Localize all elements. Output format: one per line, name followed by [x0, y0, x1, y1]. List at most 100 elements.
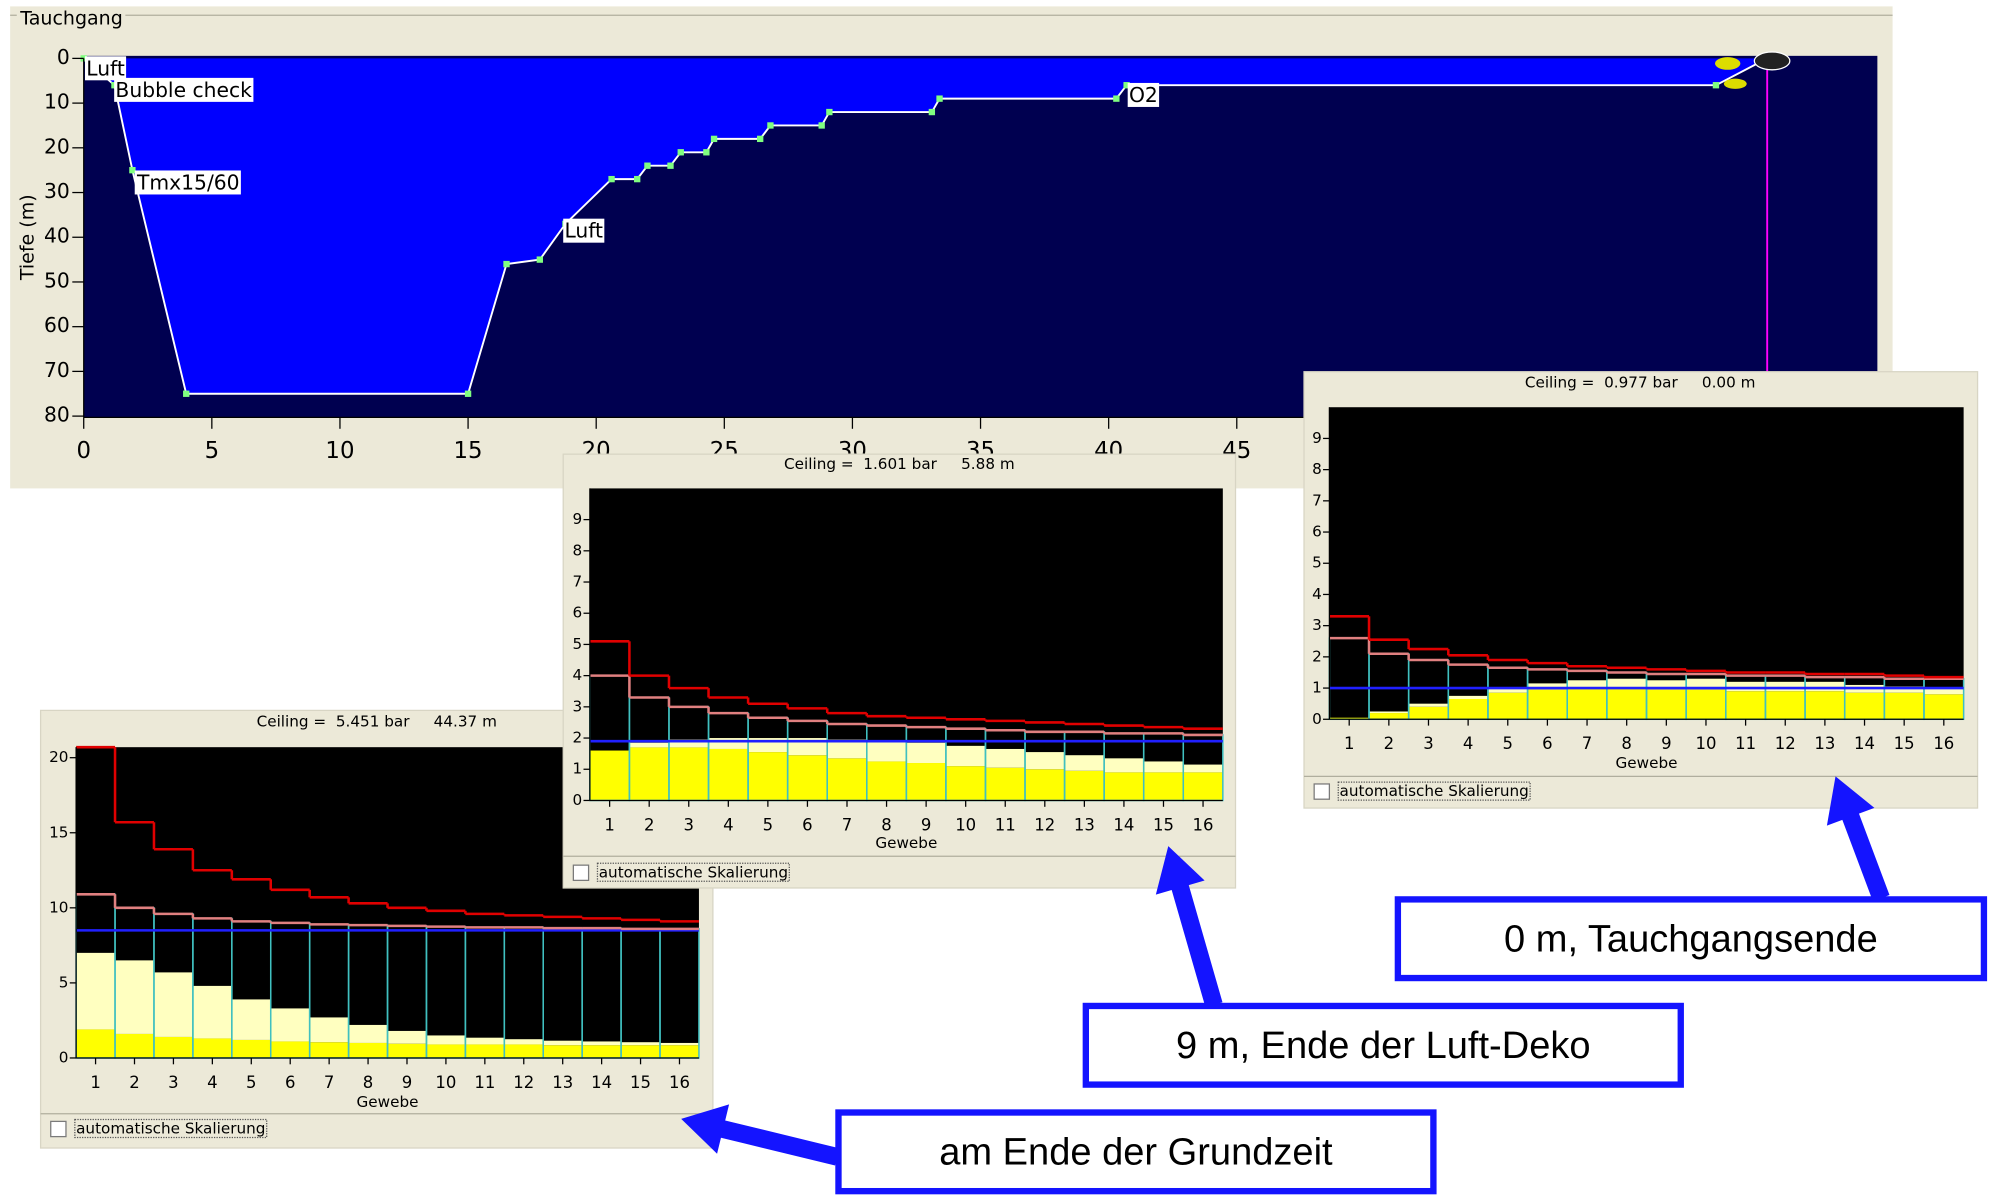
tissue-segment	[348, 1042, 388, 1058]
x-tick-label: 10	[1695, 734, 1716, 753]
callout-text: 9 m, Ende der Luft-Deko	[1176, 1025, 1591, 1067]
tissue-segment	[387, 1030, 427, 1044]
panel-title-background	[16, 7, 126, 30]
panel-title: Tauchgang	[19, 8, 123, 30]
y-tick-label: 0	[57, 45, 70, 69]
x-tick-label: 11	[995, 815, 1016, 834]
tissue-segment	[621, 1045, 661, 1058]
y-tick-label: 0	[59, 1048, 69, 1066]
tissue-segment	[1765, 681, 1806, 692]
x-tick-label: 3	[168, 1073, 179, 1092]
waypoint-label-background	[563, 218, 605, 243]
tissue-segment	[1025, 769, 1065, 801]
waypoint-marker	[608, 175, 615, 183]
waypoint-marker	[464, 390, 472, 397]
x-tick-label: 15	[1153, 815, 1174, 834]
y-tick-label: 50	[44, 268, 70, 292]
y-tick-label: 5	[573, 635, 583, 653]
checkbox-label[interactable]: automatische Skalierung	[76, 1119, 265, 1137]
waypoint-marker	[826, 108, 833, 116]
tissue-segment	[1064, 770, 1105, 801]
waypoint-label: Luft	[564, 219, 603, 243]
arrow	[1155, 846, 1223, 1008]
y-tick-label: 2	[573, 729, 583, 747]
tissue-segment	[309, 1042, 349, 1058]
tissue-segment	[660, 1042, 699, 1046]
y-tick-label: 40	[44, 224, 70, 248]
x-tick-label: 4	[723, 815, 734, 834]
x-tick-label: 10	[955, 815, 976, 834]
profile-area	[83, 58, 1768, 394]
checkbox-label[interactable]: automatische Skalierung	[1340, 782, 1529, 800]
tissue-segment	[668, 739, 709, 748]
callout-text: am Ende der Grundzeit	[939, 1131, 1333, 1173]
waypoint-marker	[677, 149, 684, 156]
y-tick-label: 8	[1312, 460, 1322, 478]
y-tick-label: 1	[1312, 679, 1322, 697]
tissue-segment	[1025, 752, 1065, 770]
y-tick-label: 20	[44, 134, 70, 158]
x-tick-label: 9	[1661, 734, 1672, 753]
x-tick-label: 10	[325, 438, 354, 464]
tissue-segment	[1686, 678, 1726, 690]
checkbox[interactable]	[50, 1120, 67, 1138]
tissue-segment	[1143, 772, 1184, 801]
y-tick-label: 3	[573, 697, 583, 715]
checkbox-label[interactable]: automatische Skalierung	[599, 863, 788, 881]
tissue-segment	[945, 745, 986, 767]
y-tick-label: 2	[1312, 647, 1322, 665]
tissue-segment	[231, 999, 271, 1040]
y-tick-label: 5	[1312, 554, 1322, 572]
x-tick-label: 3	[1423, 734, 1433, 753]
y-tick-label: 80	[44, 403, 70, 427]
focus-outline	[74, 1118, 268, 1139]
tissue-segment	[1567, 680, 1607, 689]
x-tick-label: 13	[1074, 815, 1095, 834]
icon-part	[1723, 78, 1747, 89]
x-tick-label: 6	[1542, 734, 1553, 753]
tissue-segment	[748, 752, 788, 801]
checkbox[interactable]	[1313, 783, 1331, 800]
tissue-segment	[1104, 758, 1144, 773]
x-tick-label: 5	[205, 438, 220, 464]
y-tick-label: 9	[1312, 429, 1322, 447]
tissue-segment	[1884, 686, 1924, 693]
tissue-segment	[1487, 692, 1528, 720]
waypoint-label-background	[134, 170, 241, 195]
tissue-segment	[1143, 761, 1184, 773]
checkbox[interactable]	[572, 864, 590, 882]
icon-part	[1753, 51, 1791, 71]
tissue-segment	[708, 738, 749, 749]
x-tick-label: 3	[684, 815, 695, 834]
tissue-segment	[1448, 698, 1488, 720]
x-tick-label: 2	[644, 815, 655, 834]
x-tick-label: 14	[591, 1073, 612, 1092]
tissue-segment	[1805, 681, 1845, 692]
x-tick-label: 7	[1582, 734, 1592, 753]
x-tick-label: 8	[881, 815, 892, 834]
tissue-segment	[1064, 755, 1105, 771]
x-tick-label: 16	[1193, 815, 1214, 834]
waypoint-label-background	[1127, 82, 1160, 107]
waypoint-label: Bubble check	[115, 78, 252, 102]
tissue-segment	[1527, 689, 1568, 720]
tissue-segment	[582, 1041, 622, 1046]
tissue-segment	[985, 767, 1026, 801]
x-tick-label: 10	[435, 1073, 456, 1092]
x-tick-label: 1	[604, 815, 615, 834]
tissue-segment	[787, 755, 828, 801]
y-tick-label: 7	[1312, 491, 1322, 509]
tissue-segment	[153, 1036, 193, 1058]
tissue-segment	[866, 741, 907, 762]
x-tick-label: 11	[474, 1073, 495, 1092]
waypoint-marker	[703, 149, 710, 156]
tissue-segment	[1646, 680, 1687, 690]
waypoint-marker	[818, 122, 825, 129]
tissue-segment	[906, 742, 946, 764]
y-tick-label: 10	[49, 898, 68, 916]
arrow	[1826, 776, 1890, 902]
tissue-segment	[582, 1045, 622, 1058]
x-tick-label: 11	[1735, 734, 1756, 753]
waypoint-marker	[667, 162, 674, 169]
